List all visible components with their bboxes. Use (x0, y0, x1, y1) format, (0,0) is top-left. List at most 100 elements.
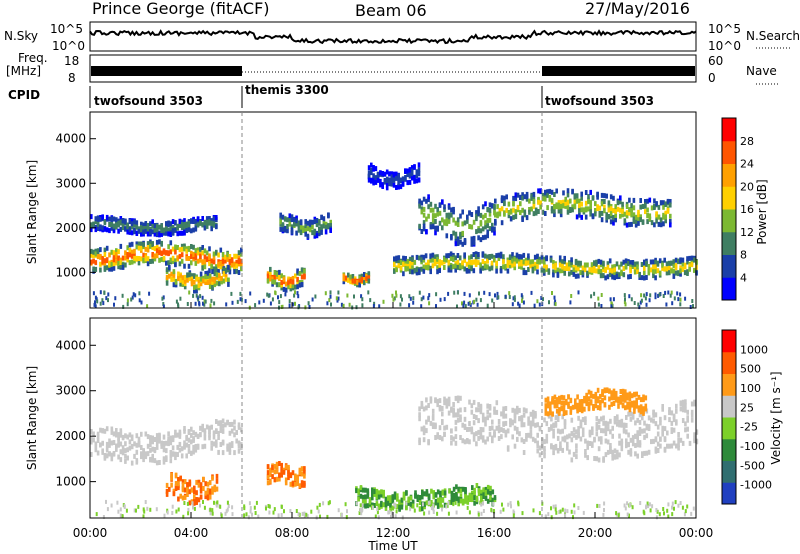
echo-cell (532, 195, 536, 201)
echo-cell (313, 230, 317, 236)
echo-cell (459, 417, 462, 423)
echo-cell (601, 398, 604, 404)
echo-cell (563, 270, 566, 276)
echo-cell (194, 248, 198, 254)
echo-cell (117, 432, 120, 438)
echo-cell (133, 508, 136, 513)
echo-cell (479, 403, 483, 409)
echo-cell (572, 267, 576, 273)
echo-cell (391, 511, 393, 516)
echo-cell (420, 257, 423, 263)
echo-cell (187, 256, 191, 261)
echo-cell (221, 418, 225, 424)
echo-cell (196, 258, 200, 264)
echo-cell (637, 216, 640, 221)
echo-cell (538, 302, 541, 307)
echo-cell (220, 275, 223, 281)
echo-cell (668, 417, 671, 423)
echo-cell (179, 277, 182, 283)
echo-cell (652, 418, 655, 424)
echo-cell (328, 500, 331, 505)
echo-cell (105, 265, 109, 271)
echo-cell (291, 279, 295, 285)
echo-cell (197, 482, 201, 488)
colorbar-tick: 28 (740, 135, 754, 148)
echo-cell (135, 231, 139, 236)
echo-cell (425, 500, 429, 506)
echo-cell (648, 213, 652, 219)
echo-cell (170, 276, 173, 282)
echo-cell (577, 260, 580, 266)
echo-cell (208, 480, 212, 486)
echo-cell (482, 494, 485, 499)
echo-cell (468, 268, 471, 274)
echo-cell (486, 403, 489, 409)
echo-cell (402, 255, 405, 261)
echo-cell (230, 441, 234, 447)
echo-cell (393, 268, 396, 274)
echo-cell (477, 228, 480, 234)
echo-cell (315, 218, 319, 223)
echo-cell (208, 429, 211, 434)
echo-cell (589, 200, 592, 206)
echo-cell (121, 449, 125, 455)
echo-cell (506, 428, 510, 434)
echo-cell (427, 213, 430, 219)
echo-cell (545, 433, 549, 439)
echo-cell (528, 198, 531, 204)
echo-cell (167, 431, 170, 437)
echo-cell (584, 449, 587, 454)
echo-cell (420, 297, 423, 302)
echo-cell (384, 505, 388, 511)
colorbar-tick: 16 (740, 203, 754, 216)
echo-cell (101, 440, 104, 446)
echo-cell (613, 454, 617, 460)
echo-cell (177, 276, 180, 282)
echo-cell (348, 302, 351, 307)
echo-cell (281, 222, 285, 228)
echo-cell (298, 467, 302, 473)
echo-cell (533, 303, 536, 308)
echo-cell (138, 291, 141, 296)
echo-cell (625, 443, 628, 449)
echo-cell (459, 407, 462, 413)
echo-cell (471, 494, 474, 500)
echo-cell (432, 503, 435, 508)
echo-cell (208, 425, 211, 431)
echo-cell (439, 297, 442, 302)
echo-cell (615, 261, 619, 267)
echo-cell (567, 394, 570, 400)
echo-cell (609, 297, 612, 302)
echo-cell (201, 427, 204, 433)
echo-cell (562, 406, 566, 412)
echo-cell (388, 510, 391, 515)
echo-cell (210, 218, 213, 224)
echo-cell (306, 226, 310, 232)
echo-cell (165, 491, 169, 497)
echo-cell (624, 506, 627, 511)
echo-cell (142, 507, 145, 512)
velocity-colorbar-label: Velocity [m s⁻¹] (769, 371, 783, 464)
echo-cell (155, 223, 159, 229)
echo-cell (257, 514, 260, 519)
echo-cell (520, 254, 523, 260)
echo-cell (201, 250, 204, 256)
echo-cell (509, 418, 512, 424)
echo-cell (213, 487, 217, 493)
echo-cell (203, 225, 207, 231)
echo-cell (560, 406, 563, 412)
echo-cell (194, 225, 198, 231)
echo-cell (135, 449, 139, 455)
echo-cell (133, 253, 136, 259)
echo-cell (644, 395, 648, 401)
echo-cell (596, 191, 599, 197)
echo-cell (412, 296, 415, 301)
echo-cell (493, 429, 496, 435)
echo-cell (105, 258, 109, 264)
echo-cell (468, 439, 471, 445)
echo-cell (434, 435, 437, 440)
echo-cell (376, 171, 380, 177)
echo-cell (219, 260, 223, 266)
echo-cell (199, 425, 202, 431)
echo-cell (488, 254, 491, 259)
